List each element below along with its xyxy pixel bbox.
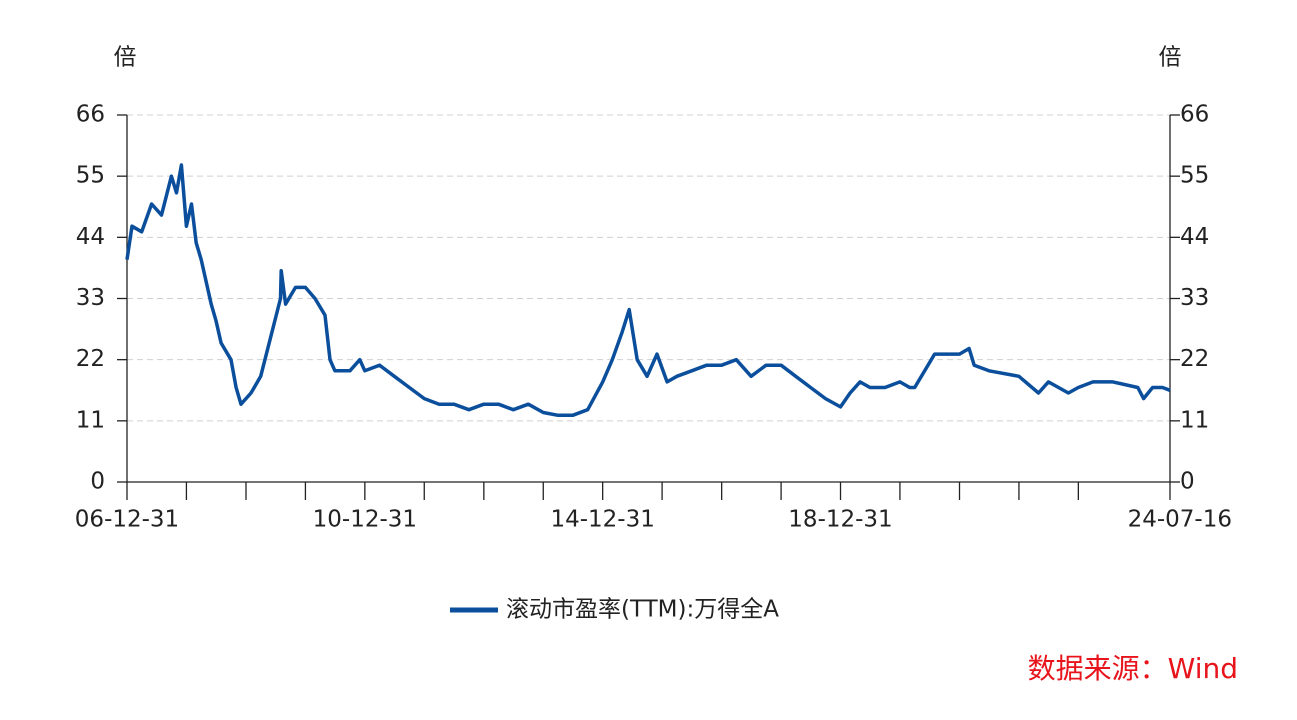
- y-tick-label: 33: [76, 285, 105, 311]
- legend-label: 滚动市盈率(TTM):万得全A: [506, 597, 779, 623]
- source-note: 数据来源：Wind: [1028, 652, 1238, 685]
- x-tick-label: 24-07-16: [1128, 507, 1232, 533]
- y-tick-label: 66: [76, 102, 105, 128]
- y-tick-label: 22: [76, 346, 105, 372]
- y2-tick-label: 44: [1180, 224, 1209, 250]
- y2-tick-label: 11: [1180, 407, 1209, 433]
- y2-tick-label: 0: [1180, 469, 1195, 495]
- data-line: [125, 163, 1171, 418]
- x-tick-label: 06-12-31: [75, 507, 179, 533]
- y-tick-label: 44: [76, 224, 105, 250]
- y2-tick-label: 33: [1180, 285, 1209, 311]
- y-tick-label: 55: [76, 163, 105, 189]
- y2-tick-label: 22: [1180, 346, 1209, 372]
- y2-tick-label: 66: [1180, 102, 1209, 128]
- y-axis-label: 倍: [114, 45, 137, 71]
- x-tick-label: 18-12-31: [788, 507, 892, 533]
- y2-axis-label: 倍: [1159, 45, 1182, 71]
- y-tick-label: 0: [90, 469, 105, 495]
- y-tick-label: 11: [76, 407, 105, 433]
- x-tick-label: 10-12-31: [313, 507, 417, 533]
- x-tick-label: 14-12-31: [550, 507, 654, 533]
- y2-tick-label: 55: [1180, 163, 1209, 189]
